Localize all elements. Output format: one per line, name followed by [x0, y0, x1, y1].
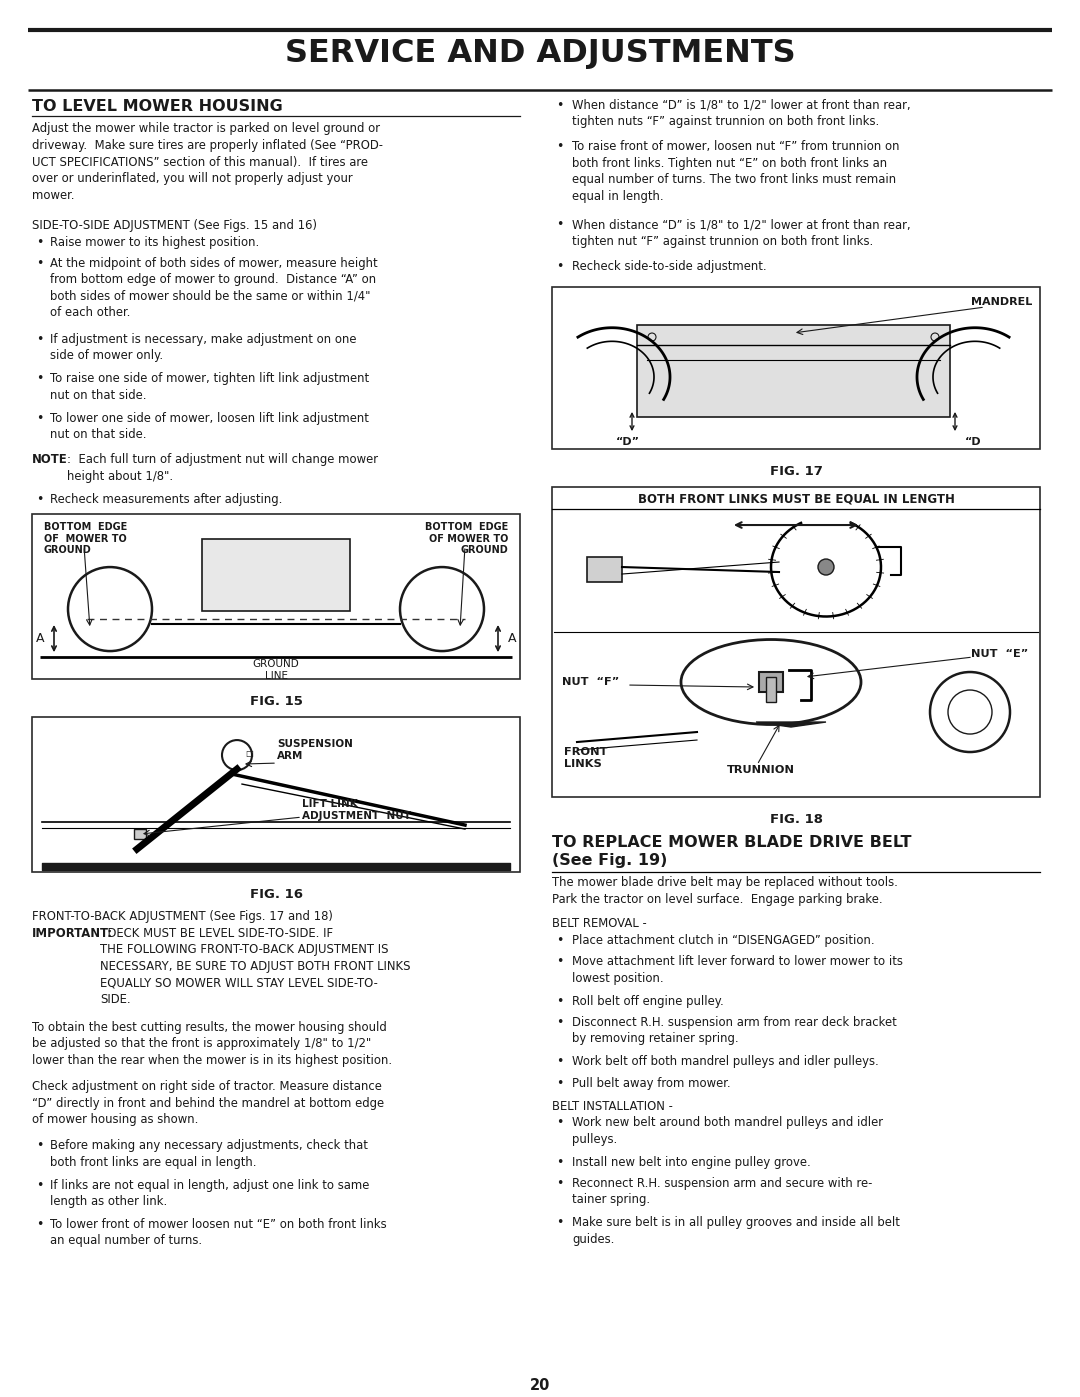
Bar [759, 672, 783, 692]
Text: •: • [556, 218, 564, 232]
Text: Work belt off both mandrel pulleys and idler pulleys.: Work belt off both mandrel pulleys and i… [572, 1055, 879, 1069]
Text: •: • [556, 1077, 564, 1090]
Bar [588, 557, 622, 583]
Text: “D”: “D” [616, 437, 640, 447]
Text: •: • [556, 1217, 564, 1229]
Bar [32, 514, 519, 679]
Text: To obtain the best cutting results, the mower housing should
be adjusted so that: To obtain the best cutting results, the … [32, 1021, 392, 1067]
Text: BELT INSTALLATION -: BELT INSTALLATION - [552, 1099, 673, 1113]
Text: If adjustment is necessary, make adjustment on one
side of mower only.: If adjustment is necessary, make adjustm… [50, 332, 356, 362]
Text: •: • [36, 332, 43, 346]
Text: BOTH FRONT LINKS MUST BE EQUAL IN LENGTH: BOTH FRONT LINKS MUST BE EQUAL IN LENGTH [637, 492, 955, 506]
Text: •: • [556, 1176, 564, 1190]
Text: •: • [556, 1016, 564, 1028]
Text: When distance “D” is 1/8" to 1/2" lower at front than rear,
tighten nuts “F” aga: When distance “D” is 1/8" to 1/2" lower … [572, 99, 910, 129]
Text: Place attachment clutch in “DISENGAGED” position.: Place attachment clutch in “DISENGAGED” … [572, 935, 875, 947]
Text: To raise one side of mower, tighten lift link adjustment
nut on that side.: To raise one side of mower, tighten lift… [50, 372, 369, 402]
Text: If links are not equal in length, adjust one link to same
length as other link.: If links are not equal in length, adjust… [50, 1179, 369, 1208]
Text: •: • [556, 935, 564, 947]
Bar [637, 326, 950, 418]
Text: •: • [36, 257, 43, 270]
Text: A: A [36, 631, 44, 645]
Text: •: • [36, 412, 43, 425]
Text: •: • [556, 99, 564, 112]
Circle shape [818, 559, 834, 576]
Text: Before making any necessary adjustments, check that
both front links are equal i: Before making any necessary adjustments,… [50, 1139, 368, 1168]
Text: TO LEVEL MOWER HOUSING: TO LEVEL MOWER HOUSING [32, 99, 283, 115]
Text: •: • [556, 956, 564, 968]
Text: LIFT LINK
ADJUSTMENT  NUT: LIFT LINK ADJUSTMENT NUT [302, 799, 411, 820]
Text: “D: “D [966, 437, 982, 447]
Text: SERVICE AND ADJUSTMENTS: SERVICE AND ADJUSTMENTS [285, 38, 795, 68]
Text: Make sure belt is in all pulley grooves and inside all belt
guides.: Make sure belt is in all pulley grooves … [572, 1217, 900, 1246]
Text: Raise mower to its highest position.: Raise mower to its highest position. [50, 236, 259, 249]
Text: □: □ [245, 749, 253, 759]
Text: FRONT-TO-BACK ADJUSTMENT (See Figs. 17 and 18): FRONT-TO-BACK ADJUSTMENT (See Figs. 17 a… [32, 909, 333, 923]
Bar [552, 286, 1040, 448]
Text: BELT REMOVAL -: BELT REMOVAL - [552, 918, 647, 930]
Text: FRONT
LINKS: FRONT LINKS [564, 747, 607, 768]
Bar [134, 828, 146, 840]
Text: At the midpoint of both sides of mower, measure height
from bottom edge of mower: At the midpoint of both sides of mower, … [50, 257, 378, 320]
Text: DECK MUST BE LEVEL SIDE-TO-SIDE. IF
THE FOLLOWING FRONT-TO-BACK ADJUSTMENT IS
NE: DECK MUST BE LEVEL SIDE-TO-SIDE. IF THE … [100, 926, 410, 1006]
Text: NUT  “F”: NUT “F” [562, 678, 619, 687]
Text: BOTTOM  EDGE
OF  MOWER TO
GROUND: BOTTOM EDGE OF MOWER TO GROUND [44, 522, 127, 555]
Text: •: • [556, 260, 564, 272]
Text: Disconnect R.H. suspension arm from rear deck bracket
by removing retainer sprin: Disconnect R.H. suspension arm from rear… [572, 1016, 896, 1045]
Text: FIG. 15: FIG. 15 [249, 696, 302, 708]
Text: The mower blade drive belt may be replaced without tools.
Park the tractor on le: The mower blade drive belt may be replac… [552, 876, 897, 905]
Bar [32, 717, 519, 872]
Text: TO REPLACE MOWER BLADE DRIVE BELT: TO REPLACE MOWER BLADE DRIVE BELT [552, 835, 912, 849]
Ellipse shape [681, 640, 861, 725]
Text: •: • [36, 1179, 43, 1192]
Text: •: • [556, 141, 564, 154]
Text: Adjust the mower while tractor is parked on level ground or
driveway.  Make sure: Adjust the mower while tractor is parked… [32, 122, 383, 203]
Text: To lower one side of mower, loosen lift link adjustment
nut on that side.: To lower one side of mower, loosen lift … [50, 412, 369, 441]
Text: •: • [36, 1218, 43, 1231]
Text: TRUNNION: TRUNNION [727, 766, 795, 775]
Text: SIDE-TO-SIDE ADJUSTMENT (See Figs. 15 and 16): SIDE-TO-SIDE ADJUSTMENT (See Figs. 15 an… [32, 219, 318, 232]
Text: Recheck side-to-side adjustment.: Recheck side-to-side adjustment. [572, 260, 767, 272]
Text: •: • [36, 1139, 43, 1153]
Text: GROUND
LINE: GROUND LINE [253, 659, 299, 680]
Text: Move attachment lift lever forward to lower mower to its
lowest position.: Move attachment lift lever forward to lo… [572, 956, 903, 985]
Text: •: • [556, 1155, 564, 1169]
Text: Work new belt around both mandrel pulleys and idler
pulleys.: Work new belt around both mandrel pulley… [572, 1116, 883, 1146]
Text: FIG. 16: FIG. 16 [249, 888, 302, 901]
Text: NUT  “E”: NUT “E” [971, 650, 1028, 659]
Text: To raise front of mower, loosen nut “F” from trunnion on
both front links. Tight: To raise front of mower, loosen nut “F” … [572, 141, 900, 203]
Polygon shape [756, 722, 826, 726]
Text: Install new belt into engine pulley grove.: Install new belt into engine pulley grov… [572, 1155, 811, 1169]
Text: NOTE: NOTE [32, 453, 68, 467]
Text: (See Fig. 19): (See Fig. 19) [552, 854, 667, 868]
Text: :  Each full turn of adjustment nut will change mower
height about 1/8".: : Each full turn of adjustment nut will … [67, 453, 378, 482]
Text: A: A [508, 631, 516, 645]
Text: •: • [36, 236, 43, 249]
Bar [552, 488, 1040, 798]
Text: FIG. 18: FIG. 18 [769, 813, 823, 826]
Text: Pull belt away from mower.: Pull belt away from mower. [572, 1077, 731, 1090]
Text: When distance “D” is 1/8" to 1/2" lower at front than rear,
tighten nut “F” agai: When distance “D” is 1/8" to 1/2" lower … [572, 218, 910, 247]
Text: To lower front of mower loosen nut “E” on both front links
an equal number of tu: To lower front of mower loosen nut “E” o… [50, 1218, 387, 1248]
Text: •: • [556, 1116, 564, 1129]
Text: 20: 20 [530, 1377, 550, 1393]
Text: •: • [36, 493, 43, 506]
Text: MANDREL: MANDREL [971, 298, 1032, 307]
Text: Recheck measurements after adjusting.: Recheck measurements after adjusting. [50, 493, 282, 506]
Text: BOTTOM  EDGE
OF MOWER TO
GROUND: BOTTOM EDGE OF MOWER TO GROUND [424, 522, 508, 555]
Text: FIG. 17: FIG. 17 [770, 465, 823, 478]
Text: •: • [36, 372, 43, 386]
Text: •: • [556, 995, 564, 1007]
Text: Reconnect R.H. suspension arm and secure with re-
tainer spring.: Reconnect R.H. suspension arm and secure… [572, 1176, 873, 1207]
Text: Check adjustment on right side of tractor. Measure distance
“D” directly in fron: Check adjustment on right side of tracto… [32, 1080, 384, 1126]
Text: Roll belt off engine pulley.: Roll belt off engine pulley. [572, 995, 724, 1007]
Bar [766, 678, 777, 703]
Text: SUSPENSION
ARM: SUSPENSION ARM [276, 739, 353, 761]
Bar [202, 539, 350, 610]
Text: IMPORTANT:: IMPORTANT: [32, 926, 113, 940]
Text: •: • [556, 1055, 564, 1069]
